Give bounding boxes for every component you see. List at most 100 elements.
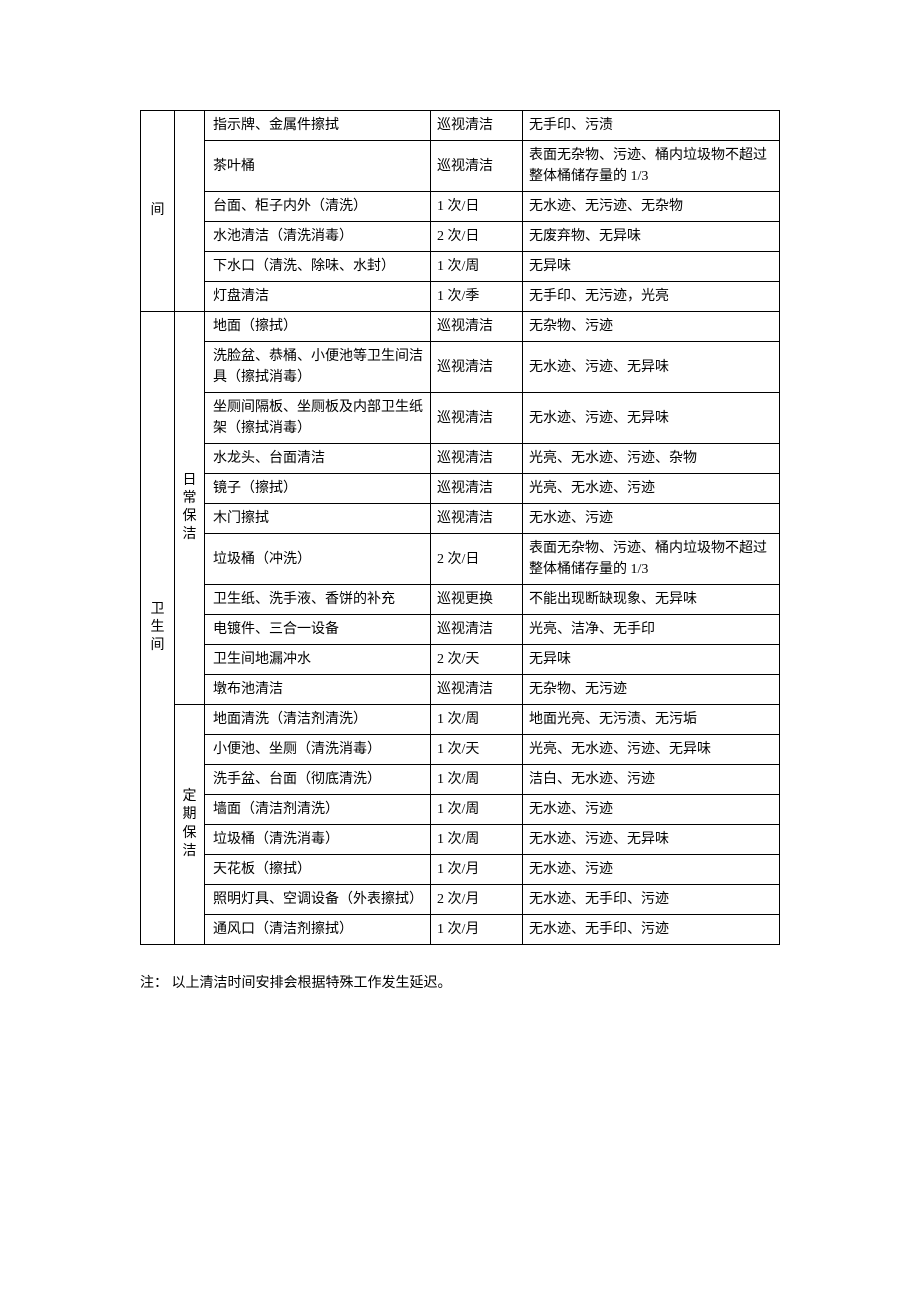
freq-cell: 1 次/周 xyxy=(431,825,523,855)
table-row: 茶叶桶 巡视清洁 表面无杂物、污迹、桶内垃圾物不超过整体桶储存量的 1/3 xyxy=(141,141,780,192)
freq-cell: 1 次/日 xyxy=(431,192,523,222)
standard-cell: 光亮、洁净、无手印 xyxy=(523,615,780,645)
freq-cell: 2 次/日 xyxy=(431,534,523,585)
category-char: 保 xyxy=(177,508,202,526)
freq-cell: 2 次/月 xyxy=(431,885,523,915)
freq-cell: 巡视清洁 xyxy=(431,342,523,393)
freq-cell: 巡视清洁 xyxy=(431,111,523,141)
freq-cell: 巡视清洁 xyxy=(431,504,523,534)
freq-cell: 巡视清洁 xyxy=(431,312,523,342)
task-cell: 墙面（清洁剂清洗） xyxy=(205,795,431,825)
freq-cell: 1 次/周 xyxy=(431,705,523,735)
table-row: 卫生间地漏冲水 2 次/天 无异味 xyxy=(141,645,780,675)
standard-cell: 无手印、无污迹，光亮 xyxy=(523,282,780,312)
table-row: 卫生纸、洗手液、香饼的补充 巡视更换 不能出现断缺现象、无异味 xyxy=(141,585,780,615)
task-cell: 指示牌、金属件擦拭 xyxy=(205,111,431,141)
category-cell: 定 期 保 洁 xyxy=(175,705,205,945)
table-row: 卫 生 间 日 常 保 洁 地面（擦拭） 巡视清洁 无杂物、污迹 xyxy=(141,312,780,342)
freq-cell: 巡视清洁 xyxy=(431,615,523,645)
freq-cell: 1 次/周 xyxy=(431,765,523,795)
task-cell: 水龙头、台面清洁 xyxy=(205,444,431,474)
standard-cell: 无水迹、污迹 xyxy=(523,855,780,885)
freq-cell: 2 次/日 xyxy=(431,222,523,252)
area-cell: 卫 生 间 xyxy=(141,312,175,945)
task-cell: 小便池、坐厕（清洗消毒） xyxy=(205,735,431,765)
freq-cell: 1 次/周 xyxy=(431,252,523,282)
table-row: 照明灯具、空调设备（外表擦拭） 2 次/月 无水迹、无手印、污迹 xyxy=(141,885,780,915)
table-row: 水池清洁（清洗消毒） 2 次/日 无废弃物、无异味 xyxy=(141,222,780,252)
task-cell: 坐厕间隔板、坐厕板及内部卫生纸架（擦拭消毒） xyxy=(205,393,431,444)
task-cell: 通风口（清洁剂擦拭） xyxy=(205,915,431,945)
table-row: 洗脸盆、恭桶、小便池等卫生间洁具（擦拭消毒） 巡视清洁 无水迹、污迹、无异味 xyxy=(141,342,780,393)
task-cell: 下水口（清洗、除味、水封） xyxy=(205,252,431,282)
task-cell: 水池清洁（清洗消毒） xyxy=(205,222,431,252)
category-char: 洁 xyxy=(177,843,202,861)
footnote: 注： 以上清洁时间安排会根据特殊工作发生延迟。 xyxy=(140,973,780,995)
task-cell: 灯盘清洁 xyxy=(205,282,431,312)
task-cell: 垃圾桶（冲洗） xyxy=(205,534,431,585)
standard-cell: 无水迹、无手印、污迹 xyxy=(523,915,780,945)
table-row: 下水口（清洗、除味、水封） 1 次/周 无异味 xyxy=(141,252,780,282)
freq-cell: 巡视清洁 xyxy=(431,474,523,504)
category-char: 定 xyxy=(177,788,202,806)
table-row: 墙面（清洁剂清洗） 1 次/周 无水迹、污迹 xyxy=(141,795,780,825)
cleaning-schedule-table: 间 指示牌、金属件擦拭 巡视清洁 无手印、污渍 茶叶桶 巡视清洁 表面无杂物、污… xyxy=(140,110,780,945)
standard-cell: 无水迹、污迹、无异味 xyxy=(523,825,780,855)
category-char: 期 xyxy=(177,806,202,824)
standard-cell: 无杂物、污迹 xyxy=(523,312,780,342)
area-label-char1: 卫 xyxy=(143,601,172,619)
standard-cell: 无废弃物、无异味 xyxy=(523,222,780,252)
table-row: 天花板（擦拭） 1 次/月 无水迹、污迹 xyxy=(141,855,780,885)
task-cell: 照明灯具、空调设备（外表擦拭） xyxy=(205,885,431,915)
freq-cell: 巡视清洁 xyxy=(431,444,523,474)
standard-cell: 洁白、无水迹、污迹 xyxy=(523,765,780,795)
standard-cell: 光亮、无水迹、污迹 xyxy=(523,474,780,504)
task-cell: 台面、柜子内外（清洗） xyxy=(205,192,431,222)
freq-cell: 巡视清洁 xyxy=(431,393,523,444)
table-row: 垃圾桶（冲洗） 2 次/日 表面无杂物、污迹、桶内垃圾物不超过整体桶储存量的 1… xyxy=(141,534,780,585)
standard-cell: 无水迹、污迹 xyxy=(523,795,780,825)
category-char: 保 xyxy=(177,825,202,843)
standard-cell: 无水迹、无手印、污迹 xyxy=(523,885,780,915)
standard-cell: 表面无杂物、污迹、桶内垃圾物不超过整体桶储存量的 1/3 xyxy=(523,534,780,585)
task-cell: 茶叶桶 xyxy=(205,141,431,192)
freq-cell: 1 次/周 xyxy=(431,795,523,825)
task-cell: 电镀件、三合一设备 xyxy=(205,615,431,645)
freq-cell: 1 次/月 xyxy=(431,855,523,885)
category-char: 常 xyxy=(177,490,202,508)
table-row: 木门擦拭 巡视清洁 无水迹、污迹 xyxy=(141,504,780,534)
task-cell: 卫生间地漏冲水 xyxy=(205,645,431,675)
standard-cell: 表面无杂物、污迹、桶内垃圾物不超过整体桶储存量的 1/3 xyxy=(523,141,780,192)
freq-cell: 1 次/月 xyxy=(431,915,523,945)
table-row: 洗手盆、台面（彻底清洗） 1 次/周 洁白、无水迹、污迹 xyxy=(141,765,780,795)
standard-cell: 无杂物、无污迹 xyxy=(523,675,780,705)
area-label: 间 xyxy=(143,202,172,220)
standard-cell: 无水迹、污迹、无异味 xyxy=(523,393,780,444)
task-cell: 洗手盆、台面（彻底清洗） xyxy=(205,765,431,795)
category-cell xyxy=(175,111,205,312)
standard-cell: 光亮、无水迹、污迹、杂物 xyxy=(523,444,780,474)
table-row: 坐厕间隔板、坐厕板及内部卫生纸架（擦拭消毒） 巡视清洁 无水迹、污迹、无异味 xyxy=(141,393,780,444)
standard-cell: 无异味 xyxy=(523,252,780,282)
table-row: 通风口（清洁剂擦拭） 1 次/月 无水迹、无手印、污迹 xyxy=(141,915,780,945)
standard-cell: 地面光亮、无污渍、无污垢 xyxy=(523,705,780,735)
table-row: 镜子（擦拭） 巡视清洁 光亮、无水迹、污迹 xyxy=(141,474,780,504)
task-cell: 墩布池清洁 xyxy=(205,675,431,705)
table-row: 电镀件、三合一设备 巡视清洁 光亮、洁净、无手印 xyxy=(141,615,780,645)
freq-cell: 1 次/天 xyxy=(431,735,523,765)
table-row: 水龙头、台面清洁 巡视清洁 光亮、无水迹、污迹、杂物 xyxy=(141,444,780,474)
table-row: 小便池、坐厕（清洗消毒） 1 次/天 光亮、无水迹、污迹、无异味 xyxy=(141,735,780,765)
standard-cell: 光亮、无水迹、污迹、无异味 xyxy=(523,735,780,765)
task-cell: 木门擦拭 xyxy=(205,504,431,534)
task-cell: 垃圾桶（清洗消毒） xyxy=(205,825,431,855)
task-cell: 镜子（擦拭） xyxy=(205,474,431,504)
freq-cell: 巡视清洁 xyxy=(431,141,523,192)
freq-cell: 巡视清洁 xyxy=(431,675,523,705)
category-char: 日 xyxy=(177,472,202,490)
standard-cell: 无异味 xyxy=(523,645,780,675)
standard-cell: 无水迹、污迹 xyxy=(523,504,780,534)
standard-cell: 无手印、污渍 xyxy=(523,111,780,141)
table-row: 间 指示牌、金属件擦拭 巡视清洁 无手印、污渍 xyxy=(141,111,780,141)
standard-cell: 无水迹、无污迹、无杂物 xyxy=(523,192,780,222)
table-row: 垃圾桶（清洗消毒） 1 次/周 无水迹、污迹、无异味 xyxy=(141,825,780,855)
